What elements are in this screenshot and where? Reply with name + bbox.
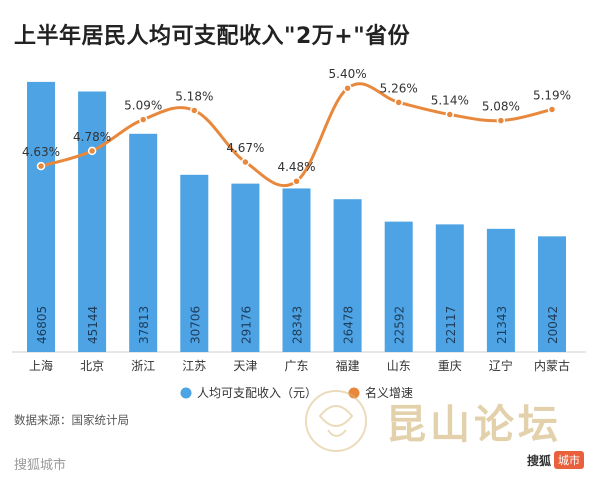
growth-point xyxy=(547,105,557,114)
bar-value-label: 29176 xyxy=(239,306,253,344)
growth-point xyxy=(394,98,403,107)
bar-value-label: 22117 xyxy=(444,306,458,344)
x-tick-label: 浙江 xyxy=(131,359,155,373)
growth-point xyxy=(445,110,455,119)
bar xyxy=(231,183,260,352)
growth-point xyxy=(292,176,301,186)
growth-point xyxy=(190,106,199,115)
growth-value-label: 4.78% xyxy=(73,130,111,144)
x-tick-label: 广东 xyxy=(284,359,308,373)
growth-value-label: 5.08% xyxy=(482,100,520,114)
bar-value-label: 20042 xyxy=(546,306,560,344)
sohu-logo: 搜狐 城市 xyxy=(527,451,584,469)
growth-value-label: 4.48% xyxy=(277,160,315,174)
bar-value-label: 45144 xyxy=(86,306,100,344)
bar xyxy=(333,199,362,352)
legend-marker-income xyxy=(180,387,192,399)
bar-value-label: 28343 xyxy=(291,306,305,344)
bar-value-label: 37813 xyxy=(137,306,151,344)
growth-value-label: 5.14% xyxy=(431,94,469,108)
bar xyxy=(27,81,55,352)
legend-label-income: 人均可支配收入（元） xyxy=(197,386,317,400)
bar-value-label: 46805 xyxy=(35,306,49,344)
x-tick-label: 江苏 xyxy=(182,359,206,373)
x-tick-label: 北京 xyxy=(80,359,104,373)
bar xyxy=(435,224,464,352)
x-tick-label: 重庆 xyxy=(438,359,462,373)
legend-marker-growth xyxy=(348,387,360,399)
growth-point xyxy=(87,146,97,156)
sohu-logo-text: 搜狐 xyxy=(526,453,551,468)
bar xyxy=(384,221,413,352)
x-tick-label: 山东 xyxy=(387,359,411,373)
growth-point xyxy=(343,83,352,93)
bar xyxy=(180,174,209,352)
x-tick-label: 辽宁 xyxy=(489,358,513,373)
bar xyxy=(78,91,107,352)
bar-value-label: 26478 xyxy=(342,306,356,344)
x-tick-label: 福建 xyxy=(336,358,360,373)
growth-point xyxy=(496,116,506,125)
growth-value-label: 4.63% xyxy=(22,145,60,159)
growth-point xyxy=(36,161,46,171)
bar xyxy=(282,188,311,352)
growth-value-label: 5.19% xyxy=(533,88,571,102)
bar-value-label: 21343 xyxy=(495,306,509,344)
bar xyxy=(129,133,158,352)
x-tick-label: 内蒙古 xyxy=(534,358,570,373)
chart-title: 上半年居民人均可支配收入"2万+"省份 xyxy=(14,24,411,49)
bar-value-label: 22592 xyxy=(393,306,407,344)
x-tick-label: 上海 xyxy=(29,358,53,373)
growth-value-label: 4.67% xyxy=(226,141,264,155)
growth-point xyxy=(138,115,148,124)
growth-value-label: 5.09% xyxy=(124,99,162,113)
growth-value-label: 5.26% xyxy=(380,81,418,95)
bar-value-label: 30706 xyxy=(188,306,202,344)
growth-value-label: 5.40% xyxy=(329,67,367,81)
legend-label-growth: 名义增速 xyxy=(365,385,413,400)
data-source: 数据来源：国家统计局 xyxy=(14,413,129,427)
brand-label: 搜狐城市 xyxy=(14,458,67,473)
sohu-logo-badge: 城市 xyxy=(554,451,584,469)
bar xyxy=(538,236,566,352)
bar xyxy=(486,228,515,352)
growth-point xyxy=(241,157,250,167)
x-tick-label: 天津 xyxy=(233,359,257,373)
growth-value-label: 5.18% xyxy=(175,89,213,103)
